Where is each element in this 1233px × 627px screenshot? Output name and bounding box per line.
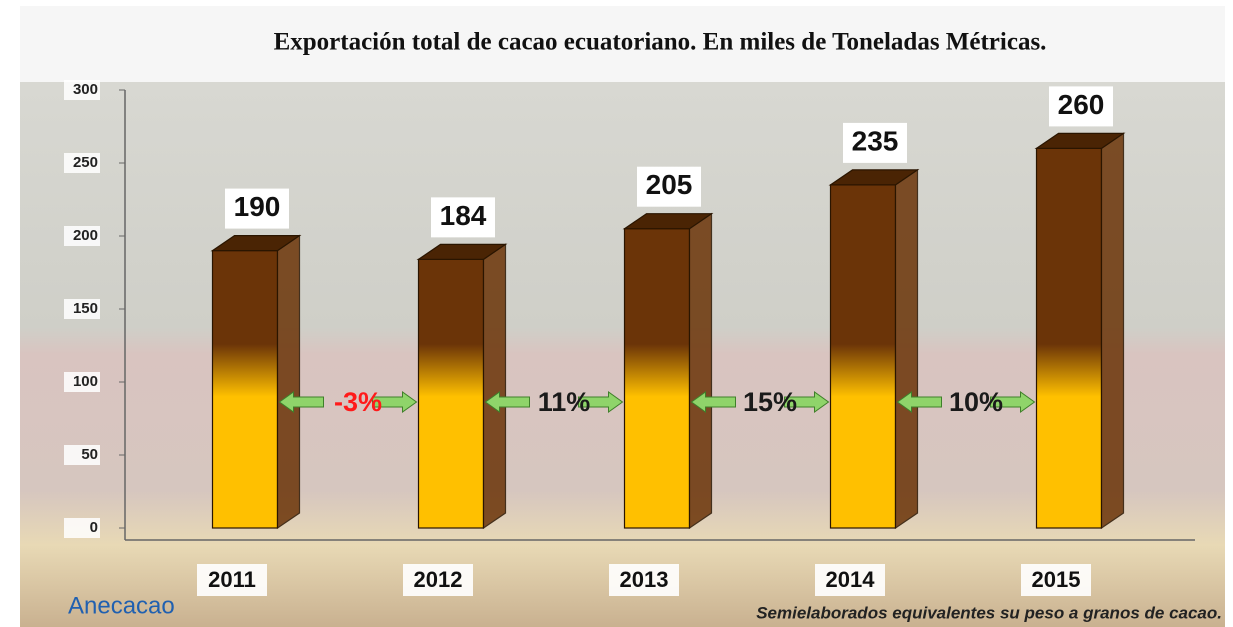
x-tick-label: 2013 xyxy=(620,567,669,592)
bar-side xyxy=(1102,133,1124,528)
value-label: 190 xyxy=(234,191,281,222)
bar-side xyxy=(484,244,506,528)
x-tick-label: 2015 xyxy=(1032,567,1081,592)
bar-side xyxy=(690,214,712,528)
value-label: 205 xyxy=(646,169,693,200)
bar xyxy=(419,259,484,528)
bar-side xyxy=(278,236,300,528)
value-label: 184 xyxy=(440,200,487,231)
chart: Exportación total de cacao ecuatoriano. … xyxy=(0,0,1233,627)
chart-title: Exportación total de cacao ecuatoriano. … xyxy=(274,29,1047,56)
y-tick-label: 250 xyxy=(73,154,98,171)
logo: Anecacao xyxy=(68,592,175,619)
y-tick-label: 200 xyxy=(73,227,98,244)
footnote: Semielaborados equivalentes su peso a gr… xyxy=(756,603,1222,622)
growth-label: -3% xyxy=(334,387,382,417)
value-label: 235 xyxy=(852,125,899,156)
y-tick-label: 50 xyxy=(81,446,98,463)
y-tick-label: 0 xyxy=(90,519,98,536)
bar xyxy=(831,185,896,528)
x-tick-label: 2014 xyxy=(826,567,876,592)
y-tick-label: 150 xyxy=(73,300,98,317)
bar xyxy=(1037,148,1102,528)
y-tick-label: 300 xyxy=(73,81,98,98)
value-label: 260 xyxy=(1058,89,1105,120)
bar xyxy=(625,229,690,528)
bar xyxy=(213,251,278,528)
y-tick-label: 100 xyxy=(73,373,98,390)
growth-label: 15% xyxy=(743,387,797,417)
growth-label: 11% xyxy=(538,387,591,417)
x-tick-label: 2012 xyxy=(414,567,463,592)
x-tick-label: 2011 xyxy=(208,567,256,592)
bar-side xyxy=(896,170,918,528)
growth-label: 10% xyxy=(949,387,1003,417)
